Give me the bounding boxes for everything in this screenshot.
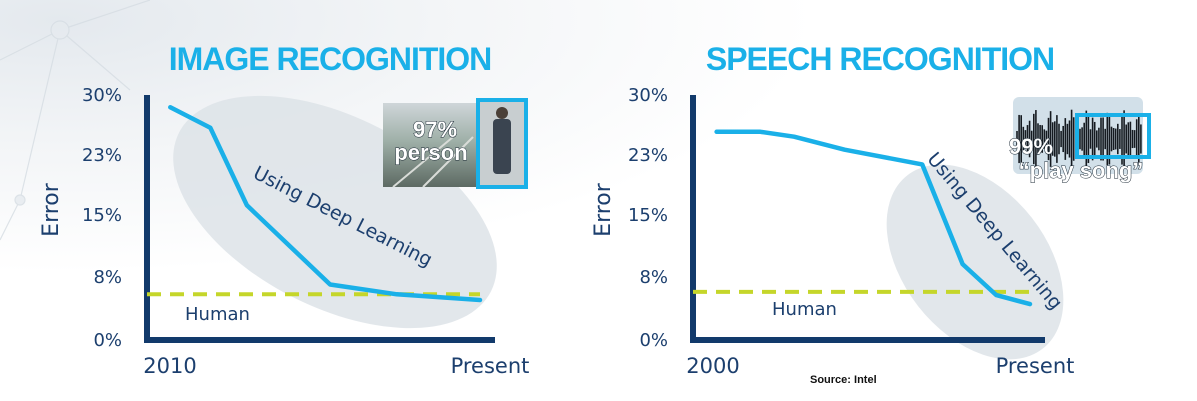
y-axis-label: Error [39,182,64,237]
speech-recognition-chart: SPEECH RECOGNITION 30% 23% 15% 8% 0% Error 2000… [591,41,1151,378]
person-head [496,107,508,119]
waveform-inset: 99%“play song” [1008,97,1151,184]
image-recognition-chart: IMAGE RECOGNITION 30% 23% 15% 8% 0% Error 2010 P… [39,41,530,378]
detection-box [1075,113,1151,159]
human-label: Human [185,304,250,325]
y-tick-label: 15% [628,205,668,226]
y-tick-label: 0% [639,330,668,351]
y-tick-label: 23% [628,145,668,166]
y-tick-label: 30% [628,85,668,106]
network-decoration [0,0,151,241]
confidence-percent: 99% [1009,134,1053,159]
human-label: Human [772,299,837,320]
x-tick-label: Present [451,354,530,378]
source-note: Source: Intel [810,374,877,386]
confidence-percent: 97% [413,117,457,142]
recognized-label: person [394,140,467,165]
chart-title: SPEECH RECOGNITION [706,41,1054,77]
y-tick-label: 0% [93,330,122,351]
deep-learning-highlight [886,164,1064,360]
person-photo-inset: 97%person [383,98,528,189]
y-tick-label: 15% [82,205,122,226]
y-axis-label: Error [591,182,616,237]
axes [690,95,1045,343]
chart-title: IMAGE RECOGNITION [169,41,492,77]
x-tick-label: 2000 [686,354,739,378]
rail [422,136,474,188]
y-tick-label: 8% [639,267,668,288]
person-figure [493,119,511,174]
rail [392,136,454,188]
y-tick-label: 30% [82,85,122,106]
detection-box [476,98,528,189]
axes [144,95,495,343]
error-rate-line [168,105,483,303]
recognized-label: “play song” [1019,158,1144,183]
x-tick-label: 2010 [143,354,196,378]
x-tick-label: Present [996,354,1075,378]
y-tick-label: 8% [93,267,122,288]
y-tick-label: 23% [82,145,122,166]
error-rate-line [714,129,1033,307]
